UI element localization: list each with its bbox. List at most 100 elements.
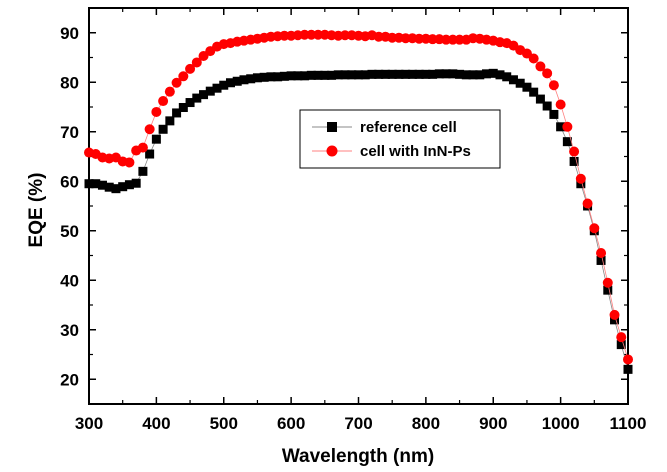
data-point (401, 69, 411, 79)
data-point (596, 255, 606, 265)
data-point (475, 70, 485, 80)
data-point (562, 137, 572, 147)
plot-frame (88, 7, 629, 405)
data-point (111, 184, 121, 194)
data-point (421, 69, 431, 79)
data-point (273, 72, 283, 82)
data-point (192, 93, 202, 103)
x-tick-label: 300 (75, 414, 103, 433)
data-point (259, 72, 269, 82)
data-point (286, 71, 296, 81)
data-point (137, 142, 148, 153)
data-point (118, 182, 128, 192)
data-point (374, 69, 384, 79)
data-point (219, 80, 229, 90)
data-point (246, 74, 256, 84)
data-point (623, 364, 633, 374)
data-point (360, 70, 370, 80)
y-tick-label: 60 (60, 172, 79, 191)
data-point (542, 101, 552, 111)
data-point (185, 98, 195, 108)
data-point (575, 173, 586, 184)
data-point (508, 75, 518, 85)
y-tick-label: 40 (60, 271, 79, 290)
data-point (407, 69, 417, 79)
data-point (569, 156, 579, 166)
data-point (434, 69, 444, 79)
x-tick-label: 600 (277, 414, 305, 433)
data-point (165, 116, 175, 126)
data-point (164, 86, 175, 97)
data-point (151, 106, 162, 117)
series-line (88, 34, 629, 360)
x-tick-label: 900 (479, 414, 507, 433)
data-point (178, 71, 189, 82)
x-axis-title: Wavelength (nm) (282, 446, 434, 467)
data-point (131, 178, 141, 188)
legend-marker-inn (326, 145, 338, 157)
x-tick-label: 1100 (610, 414, 647, 433)
data-point (185, 63, 196, 74)
data-point (124, 180, 134, 190)
data-point (542, 68, 553, 79)
data-point (495, 70, 505, 80)
x-tick-label: 500 (210, 414, 238, 433)
x-tick-label: 700 (344, 414, 372, 433)
data-point (151, 134, 161, 144)
axes: 300 400 500 600 700 800 900 1000 1100 20 30 40 50 60 7… (60, 7, 647, 433)
x-tick-label: 800 (412, 414, 440, 433)
data-point (333, 70, 343, 80)
data-point (461, 70, 471, 80)
data-point (84, 179, 94, 189)
legend-marker-reference (327, 122, 337, 132)
data-point (313, 70, 323, 80)
data-point (279, 71, 289, 81)
data-point (354, 70, 363, 80)
y-axis-title: EQE (%) (26, 173, 47, 248)
data-point (191, 57, 202, 68)
data-point (205, 86, 215, 96)
data-point (239, 75, 249, 85)
data-point (602, 277, 613, 288)
data-point (300, 71, 310, 81)
data-point (171, 77, 182, 88)
x-tick-label: 400 (142, 414, 170, 433)
data-point (515, 78, 525, 88)
data-point (455, 69, 465, 79)
data-point (548, 80, 559, 91)
data-point (225, 78, 235, 88)
data-point (144, 124, 155, 135)
data-point (414, 69, 424, 79)
data-point (556, 122, 566, 132)
data-point (394, 69, 404, 79)
data-point (293, 71, 303, 81)
legend-label-inn: cell with InN-Ps (360, 143, 471, 160)
data-point (448, 69, 458, 79)
data-point (327, 70, 337, 80)
data-point (502, 72, 512, 82)
data-point (252, 73, 262, 83)
data-point (482, 69, 492, 79)
data-point (232, 76, 242, 86)
data-point (529, 87, 539, 97)
data-point (380, 69, 390, 79)
data-point (535, 94, 545, 104)
data-point (609, 309, 620, 320)
y-tick-label: 90 (60, 24, 79, 43)
data-point (582, 198, 593, 209)
data-point (212, 83, 222, 93)
data-point (91, 179, 101, 189)
data-point (549, 109, 559, 119)
data-point (138, 166, 148, 176)
data-point (569, 146, 580, 157)
series-cell-with-inn-ps (84, 29, 633, 365)
data-point (535, 61, 546, 72)
data-point (97, 180, 107, 190)
data-point (158, 124, 168, 134)
data-point (158, 96, 169, 107)
data-point (428, 69, 438, 79)
data-point (178, 102, 188, 112)
y-tick-label: 50 (60, 222, 79, 241)
series-layer (84, 29, 633, 374)
